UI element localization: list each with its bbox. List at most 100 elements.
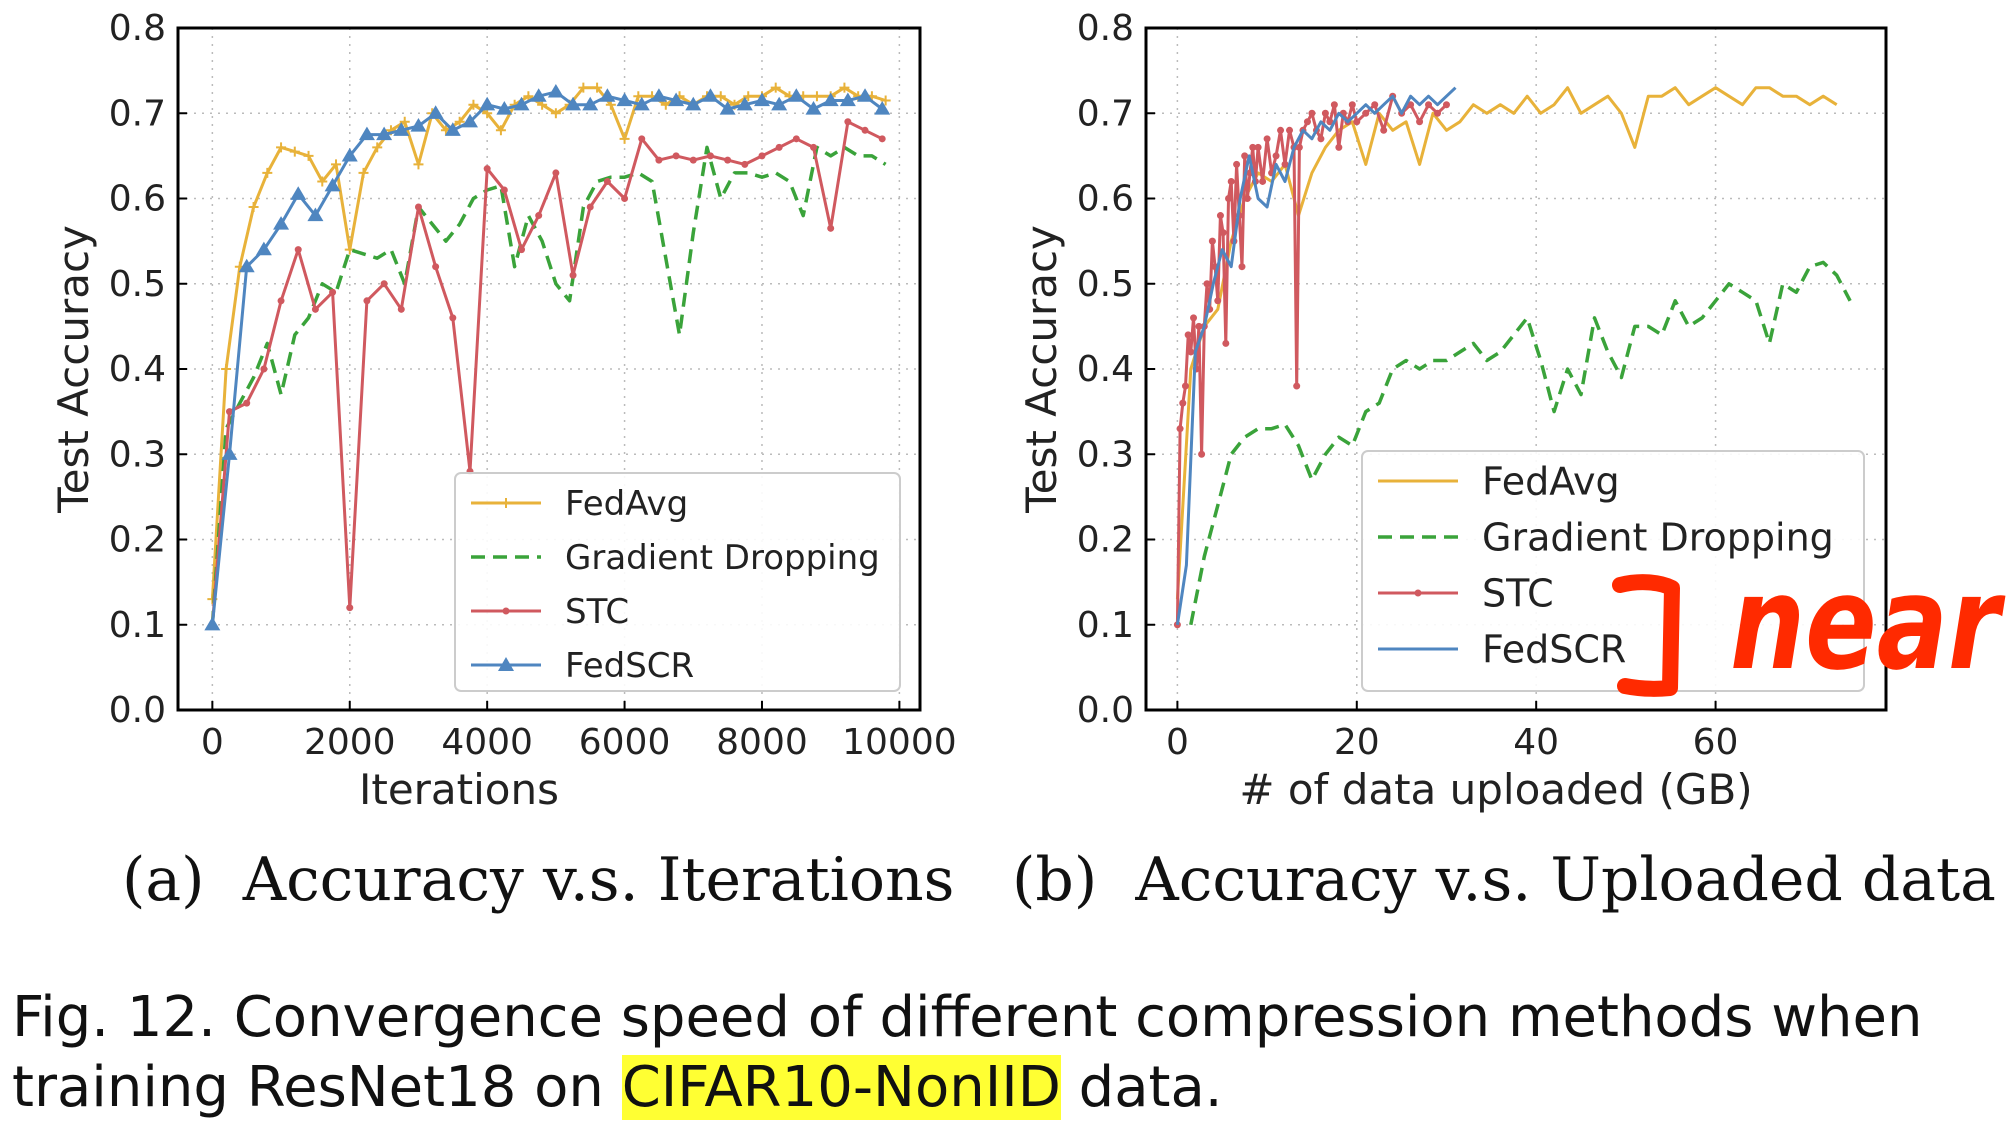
x-tick-label: 6000 xyxy=(579,722,671,763)
point-fedscr xyxy=(204,616,221,631)
point-stc xyxy=(329,288,337,296)
y-tick-label: 0.5 xyxy=(1077,264,1134,305)
y-tick-label: 0.1 xyxy=(1077,605,1134,646)
chart-a: 0 2000 4000 6000 8000 10000 0.0 0.1 0.2 0.3 0.4 0.5… xyxy=(49,8,957,814)
point-fedscr xyxy=(736,96,753,111)
point-fedavg xyxy=(303,150,314,161)
point-stc xyxy=(758,152,766,160)
point-fedavg xyxy=(262,167,273,178)
point-fedscr xyxy=(479,96,496,111)
point-stc xyxy=(226,408,234,416)
point-stc xyxy=(1195,322,1203,330)
y-tick-label: 0.3 xyxy=(1077,434,1134,475)
point-stc xyxy=(1348,101,1356,109)
legend-label-stc: STC xyxy=(565,592,629,632)
point-fedavg xyxy=(331,159,342,170)
point-stc xyxy=(1222,339,1230,347)
plot-frame xyxy=(1144,26,1888,712)
figure-caption-prefix: training ResNet18 on xyxy=(12,1055,622,1120)
point-stc xyxy=(552,169,560,177)
point-fedavg xyxy=(839,82,850,93)
handwritten-note: near xyxy=(1730,547,2006,699)
point-fedscr xyxy=(771,96,788,111)
point-stc xyxy=(586,203,594,211)
point-fedscr xyxy=(238,258,255,273)
point-stc xyxy=(1335,143,1343,151)
point-stc xyxy=(1353,118,1361,126)
point-fedavg xyxy=(358,167,369,178)
legend-label-fedscr: FedSCR xyxy=(565,646,694,686)
point-fedscr xyxy=(376,126,393,141)
point-stc xyxy=(1293,382,1301,390)
legend-marker-stc xyxy=(1414,589,1422,597)
point-stc xyxy=(432,263,440,271)
point-stc xyxy=(1241,152,1249,160)
point-stc xyxy=(1272,152,1280,160)
point-fedavg xyxy=(454,116,465,127)
point-fedavg xyxy=(880,95,891,106)
point-stc xyxy=(621,195,629,202)
point-fedavg xyxy=(221,364,232,374)
legend-label-fedscr: FedSCR xyxy=(1482,627,1626,671)
series-line-gradient-dropping xyxy=(1189,260,1852,626)
point-stc xyxy=(1371,101,1379,109)
point-fedscr xyxy=(633,96,650,111)
point-stc xyxy=(792,135,800,143)
point-fedscr xyxy=(788,88,805,102)
point-fedscr xyxy=(530,88,547,102)
point-stc xyxy=(1198,450,1206,458)
point-fedavg xyxy=(592,82,603,93)
y-tick-label: 0.7 xyxy=(1077,93,1134,134)
point-stc xyxy=(1227,177,1235,185)
point-stc xyxy=(277,297,285,305)
point-stc xyxy=(1225,195,1233,202)
point-stc xyxy=(535,212,543,220)
point-stc xyxy=(1330,101,1338,109)
chart-b: 0 20 40 60 0.0 0.1 0.2 0.3 0.4 0.5 0.6 0.7 0.8 # of d… xyxy=(1017,8,1888,814)
y-tick-label: 0.8 xyxy=(109,8,166,49)
point-fedscr xyxy=(496,100,513,115)
plot-frame xyxy=(176,26,922,712)
point-stc xyxy=(1317,135,1325,143)
point-fedscr xyxy=(650,88,667,102)
point-stc xyxy=(1243,195,1251,202)
point-fedscr xyxy=(702,88,719,102)
plot-area xyxy=(204,82,891,631)
point-fedscr xyxy=(565,96,582,111)
legend-label-stc: STC xyxy=(1482,571,1554,615)
point-fedscr xyxy=(324,177,341,192)
point-stc xyxy=(724,156,732,164)
x-tick-label: 2000 xyxy=(304,722,396,763)
subcaption-b-label: (b) xyxy=(1012,845,1098,915)
x-tick-label: 0 xyxy=(1166,722,1189,763)
point-fedscr xyxy=(358,126,375,141)
point-stc xyxy=(1176,425,1184,433)
point-stc xyxy=(1184,331,1192,339)
x-tick-label: 4000 xyxy=(441,722,533,763)
point-fedscr xyxy=(685,96,702,111)
legend: FedAvg Gradient Dropping STC FedSCR xyxy=(1361,450,1865,692)
point-stc xyxy=(1434,109,1442,117)
point-stc xyxy=(1214,297,1222,305)
y-tick-label: 0.2 xyxy=(1077,520,1134,561)
legend-box xyxy=(1361,450,1865,692)
point-fedavg xyxy=(372,142,383,153)
point-fedavg xyxy=(715,91,726,102)
point-stc xyxy=(810,143,818,151)
subcaption-a: (a) Accuracy v.s. Iterations xyxy=(122,845,954,915)
point-stc xyxy=(1259,177,1267,185)
series-line-fedavg xyxy=(210,86,887,600)
point-stc xyxy=(1277,126,1285,134)
y-tick-label: 0.6 xyxy=(109,179,166,220)
point-fedscr xyxy=(874,100,891,115)
point-fedavg xyxy=(550,108,561,119)
point-stc xyxy=(1380,126,1388,134)
point-fedscr xyxy=(255,241,272,256)
point-fedscr xyxy=(805,100,822,115)
y-tick-label: 0.4 xyxy=(109,349,166,390)
point-fedscr xyxy=(393,122,410,136)
series-line-fedscr xyxy=(1175,86,1457,626)
point-stc xyxy=(380,280,388,288)
point-stc xyxy=(260,365,268,373)
point-stc xyxy=(1407,101,1415,109)
